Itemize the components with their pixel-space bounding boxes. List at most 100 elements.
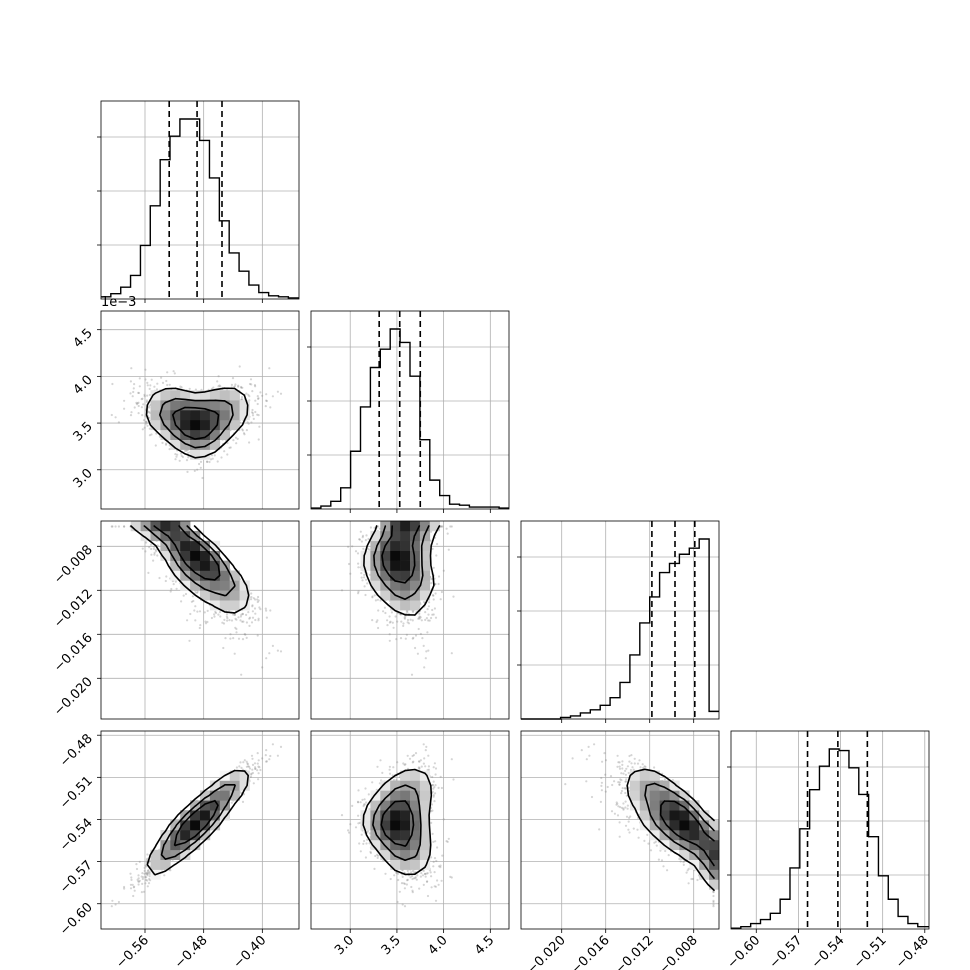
density-cells-1-0 — [150, 390, 250, 460]
density-cell — [200, 419, 211, 431]
density-cell — [180, 419, 191, 431]
sample-point — [214, 610, 217, 614]
sample-point — [155, 432, 158, 435]
sample-point — [172, 583, 175, 586]
sample-point — [347, 545, 350, 548]
sample-point — [198, 626, 201, 630]
histogram-step-1 — [311, 328, 509, 509]
density-cell — [239, 590, 250, 601]
sample-point — [377, 626, 380, 630]
sample-point — [237, 616, 240, 619]
sample-point — [257, 599, 260, 602]
sample-point — [141, 547, 144, 550]
sample-point — [386, 619, 389, 622]
hist-frame-2 — [520, 520, 720, 720]
sample-point — [138, 385, 141, 388]
sample-point — [129, 414, 133, 417]
sample-point — [424, 618, 427, 622]
sample-point — [400, 620, 403, 623]
sample-point — [232, 613, 235, 616]
sample-point — [153, 553, 156, 556]
density-cell — [130, 521, 141, 532]
sample-point — [150, 553, 153, 556]
sample-point — [137, 391, 141, 395]
density-cell — [229, 410, 240, 421]
pair-grid-2-0 — [101, 521, 299, 719]
sample-point — [450, 652, 453, 655]
sample-point — [367, 537, 370, 541]
sample-point — [155, 388, 159, 391]
sample-point — [406, 621, 409, 624]
density-cell — [209, 390, 221, 401]
sample-point — [216, 460, 219, 463]
sample-point — [164, 579, 167, 583]
hist-grid-1 — [311, 311, 509, 509]
sample-point — [435, 554, 438, 557]
sample-point — [110, 413, 113, 417]
sample-point — [137, 401, 140, 404]
sample-point — [220, 456, 223, 459]
sample-point — [150, 378, 153, 381]
density-cell — [160, 419, 171, 431]
sample-point — [360, 576, 363, 579]
sample-point — [211, 457, 214, 460]
sample-point — [221, 621, 224, 624]
contour-level-0 — [130, 525, 250, 614]
sample-point — [257, 397, 260, 400]
pair-panel-1-0 — [100, 310, 300, 510]
sample-point — [409, 618, 412, 621]
sample-point — [394, 615, 397, 618]
sample-point — [349, 572, 352, 575]
density-cell — [200, 429, 211, 440]
sample-point — [245, 613, 248, 617]
density-cell — [219, 410, 230, 421]
sample-point — [363, 573, 366, 577]
sample-point — [235, 627, 238, 631]
sample-point — [447, 548, 450, 551]
density-cell — [170, 521, 181, 532]
density-cell — [209, 400, 221, 411]
sample-point — [250, 596, 253, 599]
sample-point — [348, 562, 351, 566]
sample-point — [364, 593, 367, 597]
sample-point — [271, 644, 274, 648]
sample-point — [360, 572, 363, 575]
sample-point — [410, 673, 414, 676]
sample-point — [229, 633, 232, 636]
sample-point — [268, 367, 271, 370]
density-cell — [219, 570, 230, 581]
density-cell — [209, 429, 221, 440]
sample-point — [239, 615, 242, 618]
sample-point — [218, 384, 221, 387]
sample-point — [250, 592, 253, 595]
sample-point — [357, 562, 360, 565]
sample-point — [430, 530, 433, 533]
sample-point — [185, 449, 188, 452]
sample-point — [156, 382, 159, 385]
sample-point — [427, 605, 430, 608]
sample-point — [254, 618, 257, 622]
hist-frame-0 — [100, 100, 300, 300]
density-cell — [160, 410, 171, 421]
sample-point — [371, 596, 374, 599]
sample-point — [149, 384, 152, 387]
sample-point — [237, 385, 240, 388]
sample-point — [143, 393, 146, 396]
sample-point — [192, 599, 195, 603]
sample-point — [137, 391, 140, 394]
sample-point — [241, 428, 244, 431]
histogram-step-3 — [731, 748, 929, 929]
density-cell — [190, 390, 201, 401]
sample-point — [204, 620, 207, 623]
sample-point — [228, 619, 231, 622]
sample-point — [250, 621, 254, 624]
sample-point — [206, 620, 209, 624]
sample-point — [185, 459, 189, 462]
sample-point — [371, 595, 374, 598]
sample-point — [369, 526, 372, 529]
sample-point — [189, 612, 192, 616]
sample-point — [111, 525, 114, 528]
sample-point — [426, 631, 429, 634]
sample-point — [174, 458, 177, 461]
